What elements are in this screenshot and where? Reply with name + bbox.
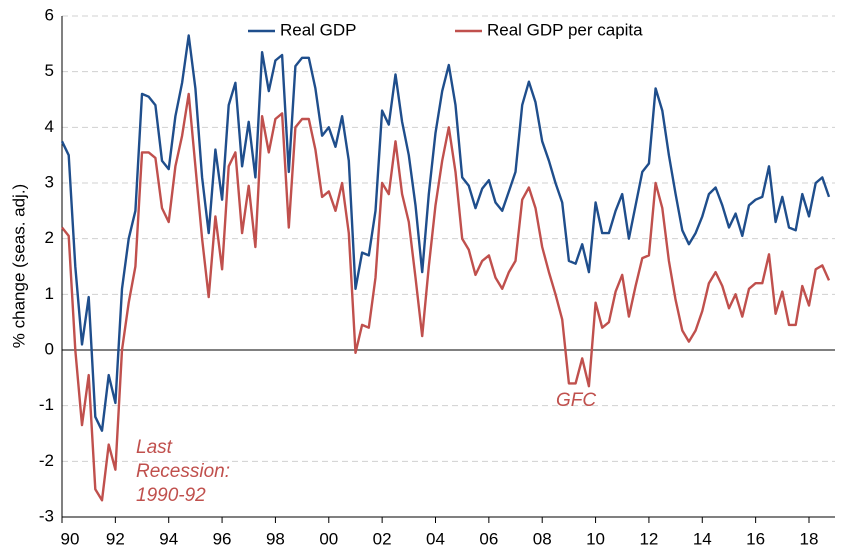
x-tick-label: 16 xyxy=(746,529,765,548)
x-tick-label: 12 xyxy=(639,529,658,548)
x-tick-label: 02 xyxy=(373,529,392,548)
y-axis-label: % change (seas. adj.) xyxy=(9,184,28,348)
y-tick-label: 3 xyxy=(45,172,54,191)
x-tick-label: 98 xyxy=(266,529,285,548)
series-line xyxy=(61,92,831,502)
annotation: Last xyxy=(136,437,173,458)
y-tick-label: 6 xyxy=(45,5,54,24)
x-tick-label: 10 xyxy=(586,529,605,548)
y-tick-label: 1 xyxy=(45,284,54,303)
y-tick-label: -2 xyxy=(39,451,54,470)
annotation: Recession: xyxy=(136,461,230,482)
y-tick-label: 2 xyxy=(45,228,54,247)
y-tick-label: 5 xyxy=(45,61,54,80)
x-tick-label: 00 xyxy=(319,529,338,548)
legend-label: Real GDP per capita xyxy=(487,20,643,39)
series-line xyxy=(60,34,831,432)
legend-label: Real GDP xyxy=(280,20,357,39)
x-tick-label: 06 xyxy=(479,529,498,548)
x-tick-label: 18 xyxy=(800,529,819,548)
x-tick-label: 04 xyxy=(426,529,445,548)
y-tick-label: -1 xyxy=(39,395,54,414)
x-tick-label: 90 xyxy=(61,529,80,548)
y-tick-label: -3 xyxy=(39,506,54,525)
x-tick-label: 94 xyxy=(159,529,178,548)
y-tick-label: 0 xyxy=(45,339,54,358)
x-tick-label: 08 xyxy=(533,529,552,548)
x-tick-label: 92 xyxy=(106,529,125,548)
x-tick-label: 14 xyxy=(693,529,712,548)
annotation: 1990-92 xyxy=(136,485,206,506)
annotation: GFC xyxy=(556,390,596,411)
x-tick-label: 96 xyxy=(213,529,232,548)
y-tick-label: 4 xyxy=(45,117,54,136)
